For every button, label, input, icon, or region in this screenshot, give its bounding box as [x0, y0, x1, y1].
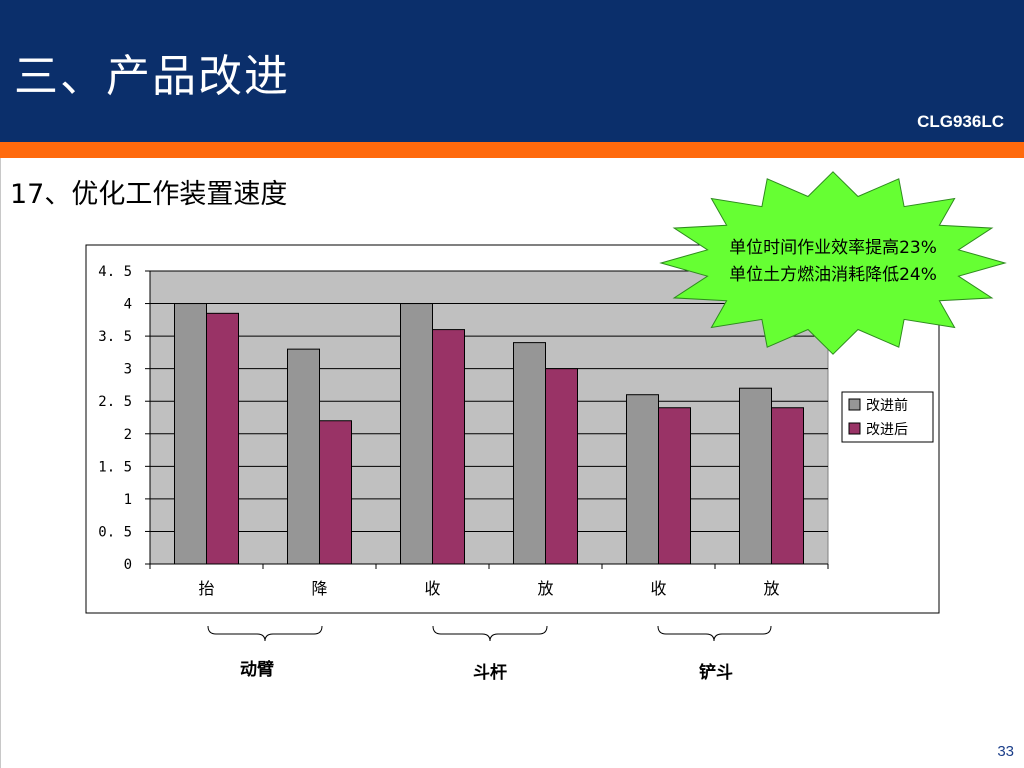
left-border — [0, 158, 1, 768]
x-tick-labels: 抬降收放收放 — [198, 579, 779, 598]
bar-before — [174, 303, 207, 565]
plot-area — [149, 270, 829, 565]
legend: 改进前 改进后 — [841, 391, 934, 443]
legend-swatch-before — [848, 398, 861, 411]
x-tick-label: 放 — [763, 579, 779, 598]
y-tick-labels: 0 0. 5 1 1. 5 2 2. 5 3 3. 5 4 4. 5 — [98, 264, 132, 573]
y-tick-label: 1 — [124, 492, 132, 508]
y-tick-label: 0 — [124, 557, 132, 573]
group-label-bucket: 铲斗 — [699, 662, 733, 683]
x-tick-label: 收 — [424, 579, 440, 598]
group-label-boom: 动臂 — [240, 659, 274, 680]
header-banner: 三、产品改进 CLG936LC — [0, 0, 1024, 142]
bar-after — [206, 312, 239, 565]
page-number: 33 — [997, 743, 1014, 760]
x-tick-label: 降 — [311, 579, 327, 598]
section-subtitle: 17、优化工作装置速度 — [10, 179, 288, 210]
y-tick-label: 1. 5 — [98, 459, 132, 475]
y-tick-label: 2 — [124, 427, 132, 443]
group-label-stick: 斗杆 — [473, 663, 507, 683]
bar-after — [658, 407, 691, 565]
model-code: CLG936LC — [917, 112, 1004, 131]
x-tick-label: 抬 — [198, 579, 214, 598]
y-tick-label: 4. 5 — [98, 264, 132, 280]
bar-before — [626, 394, 659, 565]
starburst-callout: 单位时间作业效率提高23% 单位土方燃油消耗降低24% — [659, 171, 1007, 355]
group-brackets: 动臂 斗杆 铲斗 — [207, 625, 772, 683]
bar-before — [287, 348, 320, 565]
bracket-boom — [207, 625, 323, 642]
accent-divider — [0, 142, 1024, 158]
legend-swatch-after — [848, 422, 861, 435]
bracket-stick — [432, 625, 548, 642]
bar-after — [319, 420, 352, 565]
page-title: 三、产品改进 — [14, 51, 290, 102]
gridlines — [145, 270, 828, 565]
y-tick-label: 3. 5 — [98, 329, 132, 345]
y-tick-label: 4 — [124, 297, 132, 313]
starburst-shape — [659, 171, 1007, 355]
x-tick-label: 放 — [537, 579, 553, 598]
bracket-bucket — [657, 625, 772, 642]
bar-after — [771, 407, 804, 565]
callout-line-2: 单位土方燃油消耗降低24% — [729, 265, 937, 285]
legend-label-after: 改进后 — [866, 422, 908, 438]
x-tick-label: 收 — [650, 579, 666, 598]
bar-before — [739, 387, 772, 565]
bar-before — [513, 342, 546, 565]
y-tick-label: 3 — [124, 362, 132, 378]
bars — [149, 303, 829, 569]
bar-after — [432, 329, 465, 565]
callout-line-1: 单位时间作业效率提高23% — [729, 238, 937, 258]
legend-label-before: 改进前 — [866, 397, 908, 414]
y-tick-label: 2. 5 — [98, 394, 132, 410]
y-tick-label: 0. 5 — [98, 524, 132, 540]
bar-after — [545, 368, 578, 565]
bar-before — [400, 303, 433, 565]
